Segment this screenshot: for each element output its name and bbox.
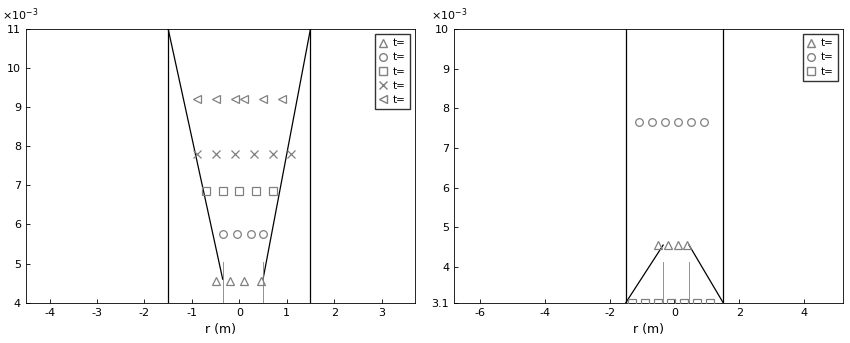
- Legend: t=, t=, t=: t=, t=, t=: [803, 34, 838, 81]
- X-axis label: r (m): r (m): [633, 323, 664, 336]
- Text: $\times10^{-3}$: $\times10^{-3}$: [3, 7, 39, 23]
- Text: $\times10^{-3}$: $\times10^{-3}$: [431, 7, 467, 23]
- Legend: t=, t=, t=, t=, t=: t=, t=, t=, t=, t=: [375, 34, 410, 109]
- X-axis label: r (m): r (m): [205, 323, 235, 336]
